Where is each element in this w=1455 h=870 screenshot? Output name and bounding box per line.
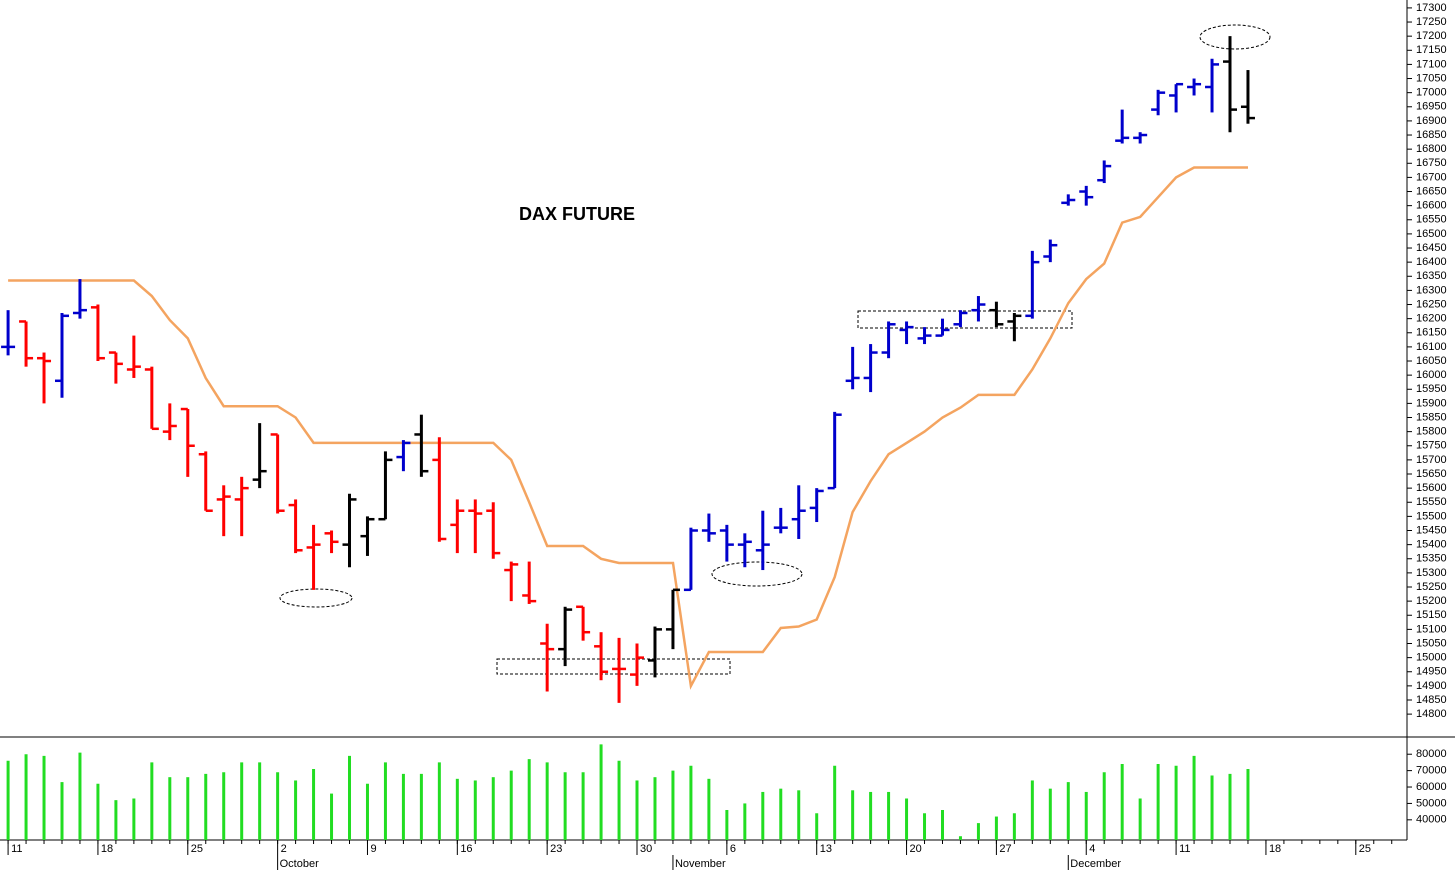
y-tick-label: 15950 xyxy=(1416,383,1447,395)
y-tick-label: 16550 xyxy=(1416,214,1447,226)
x-tick-label: 16 xyxy=(460,843,472,855)
x-tick-label: 11 xyxy=(11,843,22,855)
x-tick-label: 18 xyxy=(1269,843,1281,855)
y-tick-label: 15100 xyxy=(1416,623,1447,635)
y-tick-label: 17250 xyxy=(1416,16,1447,28)
month-label: December xyxy=(1070,858,1121,870)
x-tick-label: 11 xyxy=(1179,843,1190,855)
y-tick-label: 16850 xyxy=(1416,129,1447,141)
chart-title: DAX FUTURE xyxy=(519,204,635,224)
y-tick-label: 14950 xyxy=(1416,666,1447,678)
y-tick-label: 15300 xyxy=(1416,567,1447,579)
y-tick-label: 15200 xyxy=(1416,595,1447,607)
y-tick-label: 16250 xyxy=(1416,298,1447,310)
y-tick-label: 15450 xyxy=(1416,524,1447,536)
y-tick-label: 16500 xyxy=(1416,228,1447,240)
y-tick-label: 15700 xyxy=(1416,454,1447,466)
y-tick-label: 17150 xyxy=(1416,44,1447,56)
y-tick-label: 80000 xyxy=(1416,748,1447,760)
annotation-ellipse xyxy=(279,588,353,608)
x-tick-label: 27 xyxy=(999,843,1011,855)
y-tick-label: 15600 xyxy=(1416,482,1447,494)
y-tick-label: 14800 xyxy=(1416,708,1447,720)
x-tick-label: 23 xyxy=(550,843,562,855)
x-tick-label: 30 xyxy=(640,843,652,855)
y-tick-label: 70000 xyxy=(1416,765,1447,777)
y-tick-label: 16150 xyxy=(1416,327,1447,339)
annotation-box xyxy=(496,658,731,675)
x-tick-label: 6 xyxy=(730,843,736,855)
x-tick-label: 2 xyxy=(281,843,287,855)
y-tick-label: 16600 xyxy=(1416,200,1447,212)
y-tick-label: 16800 xyxy=(1416,143,1447,155)
y-tick-label: 17000 xyxy=(1416,87,1447,99)
y-tick-label: 16650 xyxy=(1416,185,1447,197)
x-tick-label: 25 xyxy=(1359,843,1371,855)
y-tick-label: 16400 xyxy=(1416,256,1447,268)
x-tick-label: 4 xyxy=(1089,843,1095,855)
month-label: October xyxy=(280,858,319,870)
y-tick-label: 16050 xyxy=(1416,355,1447,367)
y-tick-label: 15000 xyxy=(1416,652,1447,664)
y-tick-label: 17300 xyxy=(1416,2,1447,14)
month-label: November xyxy=(675,858,726,870)
y-tick-label: 16100 xyxy=(1416,341,1447,353)
y-tick-label: 15250 xyxy=(1416,581,1447,593)
y-tick-label: 15850 xyxy=(1416,411,1447,423)
y-tick-label: 15150 xyxy=(1416,609,1447,621)
y-tick-label: 16200 xyxy=(1416,313,1447,325)
y-tick-label: 15750 xyxy=(1416,440,1447,452)
y-tick-label: 15800 xyxy=(1416,426,1447,438)
y-tick-label: 15550 xyxy=(1416,496,1447,508)
annotation-ellipse xyxy=(1199,24,1271,50)
y-tick-label: 16750 xyxy=(1416,157,1447,169)
y-tick-label: 17050 xyxy=(1416,72,1447,84)
y-tick-label: 14900 xyxy=(1416,680,1447,692)
x-tick-label: 20 xyxy=(910,843,922,855)
annotations xyxy=(279,24,1271,675)
annotation-box xyxy=(857,310,1073,329)
y-tick-label: 15350 xyxy=(1416,553,1447,565)
y-tick-label: 15650 xyxy=(1416,468,1447,480)
x-tick-label: 25 xyxy=(191,843,203,855)
y-tick-label: 40000 xyxy=(1416,814,1447,826)
y-tick-label: 16450 xyxy=(1416,242,1447,254)
x-tick-label: 18 xyxy=(101,843,113,855)
y-tick-label: 16000 xyxy=(1416,369,1447,381)
y-tick-label: 15400 xyxy=(1416,539,1447,551)
y-tick-label: 16950 xyxy=(1416,101,1447,113)
y-tick-label: 16900 xyxy=(1416,115,1447,127)
y-tick-label: 60000 xyxy=(1416,781,1447,793)
y-tick-label: 17100 xyxy=(1416,58,1447,70)
y-tick-label: 14850 xyxy=(1416,694,1447,706)
y-tick-label: 16300 xyxy=(1416,284,1447,296)
x-tick-label: 13 xyxy=(820,843,832,855)
y-tick-label: 16700 xyxy=(1416,171,1447,183)
stop-line xyxy=(8,166,1248,690)
x-tick-label: 9 xyxy=(370,843,376,855)
y-tick-label: 50000 xyxy=(1416,797,1447,809)
y-tick-label: 15500 xyxy=(1416,510,1447,522)
y-tick-label: 16350 xyxy=(1416,270,1447,282)
y-tick-label: 17200 xyxy=(1416,30,1447,42)
y-tick-label: 15900 xyxy=(1416,397,1447,409)
y-tick-label: 15050 xyxy=(1416,637,1447,649)
annotation-ellipse xyxy=(711,561,803,587)
